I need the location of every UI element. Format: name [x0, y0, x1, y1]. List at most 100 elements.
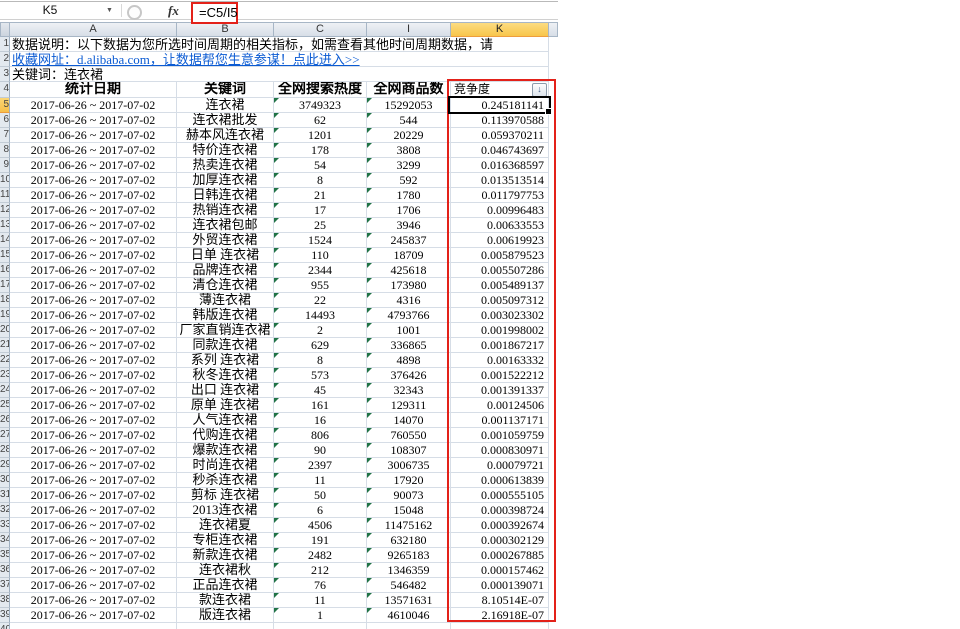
header-cell-date[interactable]: 统计日期 [10, 82, 177, 98]
cell-search-volume[interactable]: 21 [274, 188, 367, 203]
cell-date-range[interactable]: 2017-06-26 ~ 2017-07-02 [10, 203, 177, 218]
cell-product-count[interactable]: 17920 [367, 473, 451, 488]
cell-keyword[interactable]: 款连衣裙 [177, 593, 274, 608]
cell-competition[interactable]: 0.00996483 [451, 203, 549, 218]
cell-product-count[interactable]: 14070 [367, 413, 451, 428]
cell-product-count[interactable]: 376426 [367, 368, 451, 383]
row-number[interactable]: 4 [0, 82, 10, 98]
header-cell-search[interactable]: 全网搜索热度 [274, 82, 367, 98]
row-number[interactable]: 8 [0, 143, 10, 158]
cell-search-volume[interactable]: 806 [274, 428, 367, 443]
cell-product-count[interactable]: 1706 [367, 203, 451, 218]
cell-date-range[interactable]: 2017-06-26 ~ 2017-07-02 [10, 443, 177, 458]
row-number[interactable]: 18 [0, 293, 10, 308]
cell-competition[interactable]: 0.00163332 [451, 353, 549, 368]
cell-keyword[interactable]: 版连衣裙 [177, 608, 274, 623]
cell-search-volume[interactable]: 629 [274, 338, 367, 353]
cell-product-count[interactable]: 15292053 [367, 98, 451, 113]
cell-product-count[interactable]: 3946 [367, 218, 451, 233]
cell-product-count[interactable]: 336865 [367, 338, 451, 353]
cell-date-range[interactable]: 2017-06-26 ~ 2017-07-02 [10, 608, 177, 623]
cell-date-range[interactable]: 2017-06-26 ~ 2017-07-02 [10, 308, 177, 323]
empty-cell[interactable] [451, 623, 549, 629]
cell-search-volume[interactable]: 11 [274, 593, 367, 608]
cell-keyword[interactable]: 赫本风连衣裙 [177, 128, 274, 143]
cell-keyword[interactable]: 连衣裙包邮 [177, 218, 274, 233]
row-number[interactable]: 3 [0, 67, 10, 82]
row-number[interactable]: 12 [0, 203, 10, 218]
cell-product-count[interactable]: 11475162 [367, 518, 451, 533]
cell-date-range[interactable]: 2017-06-26 ~ 2017-07-02 [10, 578, 177, 593]
empty-cell[interactable] [367, 623, 451, 629]
cell-date-range[interactable]: 2017-06-26 ~ 2017-07-02 [10, 143, 177, 158]
cell-product-count[interactable]: 4898 [367, 353, 451, 368]
row-number[interactable]: 21 [0, 338, 10, 353]
cell-date-range[interactable]: 2017-06-26 ~ 2017-07-02 [10, 413, 177, 428]
cell-competition[interactable]: 0.016368597 [451, 158, 549, 173]
row-number[interactable]: 28 [0, 443, 10, 458]
cell-competition[interactable]: 0.00619923 [451, 233, 549, 248]
cell-date-range[interactable]: 2017-06-26 ~ 2017-07-02 [10, 428, 177, 443]
row-number[interactable]: 20 [0, 323, 10, 338]
cell-competition[interactable]: 8.10514E-07 [451, 593, 549, 608]
insert-function-icon[interactable]: fx [168, 3, 179, 18]
row-number[interactable]: 1 [0, 37, 10, 52]
cell-competition[interactable]: 0.00124506 [451, 398, 549, 413]
cell-date-range[interactable]: 2017-06-26 ~ 2017-07-02 [10, 218, 177, 233]
cell-competition[interactable]: 0.001867217 [451, 338, 549, 353]
cell-keyword[interactable]: 剪标 连衣裙 [177, 488, 274, 503]
cell-search-volume[interactable]: 161 [274, 398, 367, 413]
cell-competition[interactable]: 0.011797753 [451, 188, 549, 203]
cell-competition[interactable]: 0.000267885 [451, 548, 549, 563]
cell-search-volume[interactable]: 8 [274, 353, 367, 368]
cell-product-count[interactable]: 1346359 [367, 563, 451, 578]
cell-search-volume[interactable]: 90 [274, 443, 367, 458]
cell-competition[interactable]: 0.001059759 [451, 428, 549, 443]
cell-competition[interactable]: 0.000555105 [451, 488, 549, 503]
column-header-c[interactable]: C [274, 22, 367, 37]
cell-keyword[interactable]: 薄连衣裙 [177, 293, 274, 308]
column-header-a[interactable]: A [10, 22, 177, 37]
row-number[interactable]: 39 [0, 608, 10, 623]
cell-product-count[interactable]: 32343 [367, 383, 451, 398]
cell-product-count[interactable]: 129311 [367, 398, 451, 413]
cell-keyword[interactable]: 同款连衣裙 [177, 338, 274, 353]
cell-search-volume[interactable]: 955 [274, 278, 367, 293]
cell-competition[interactable]: 0.046743697 [451, 143, 549, 158]
row-number[interactable]: 17 [0, 278, 10, 293]
cell-competition[interactable]: 0.000392674 [451, 518, 549, 533]
cell-date-range[interactable]: 2017-06-26 ~ 2017-07-02 [10, 398, 177, 413]
cell-date-range[interactable]: 2017-06-26 ~ 2017-07-02 [10, 563, 177, 578]
empty-cell[interactable] [10, 623, 177, 629]
row-number[interactable]: 32 [0, 503, 10, 518]
cell-competition[interactable]: 0.000139071 [451, 578, 549, 593]
cell-keyword[interactable]: 热销连衣裙 [177, 203, 274, 218]
empty-cell[interactable] [274, 623, 367, 629]
cell-date-range[interactable]: 2017-06-26 ~ 2017-07-02 [10, 383, 177, 398]
row-number[interactable]: 37 [0, 578, 10, 593]
cell-product-count[interactable]: 1001 [367, 323, 451, 338]
cell-product-count[interactable]: 13571631 [367, 593, 451, 608]
cell-keyword[interactable]: 正品连衣裙 [177, 578, 274, 593]
cell-competition[interactable]: 0.000157462 [451, 563, 549, 578]
cell-date-range[interactable]: 2017-06-26 ~ 2017-07-02 [10, 488, 177, 503]
cell-search-volume[interactable]: 14493 [274, 308, 367, 323]
cell-keyword[interactable]: 热卖连衣裙 [177, 158, 274, 173]
row-number[interactable]: 38 [0, 593, 10, 608]
cell-competition[interactable]: 0.245181141 [451, 98, 549, 113]
cell-keyword[interactable]: 连衣裙 [177, 98, 274, 113]
cell-keyword[interactable]: 2013连衣裙 [177, 503, 274, 518]
cell-competition[interactable]: 0.005097312 [451, 293, 549, 308]
cell-date-range[interactable]: 2017-06-26 ~ 2017-07-02 [10, 293, 177, 308]
cell-search-volume[interactable]: 2397 [274, 458, 367, 473]
cell-competition[interactable]: 0.001998002 [451, 323, 549, 338]
cell-keyword[interactable]: 清仓连衣裙 [177, 278, 274, 293]
cell-search-volume[interactable]: 6 [274, 503, 367, 518]
cell-date-range[interactable]: 2017-06-26 ~ 2017-07-02 [10, 128, 177, 143]
row-number[interactable]: 34 [0, 533, 10, 548]
cell-date-range[interactable]: 2017-06-26 ~ 2017-07-02 [10, 113, 177, 128]
cell-date-range[interactable]: 2017-06-26 ~ 2017-07-02 [10, 278, 177, 293]
cell-product-count[interactable]: 592 [367, 173, 451, 188]
cell-search-volume[interactable]: 178 [274, 143, 367, 158]
name-box[interactable]: K5 [42, 3, 58, 17]
